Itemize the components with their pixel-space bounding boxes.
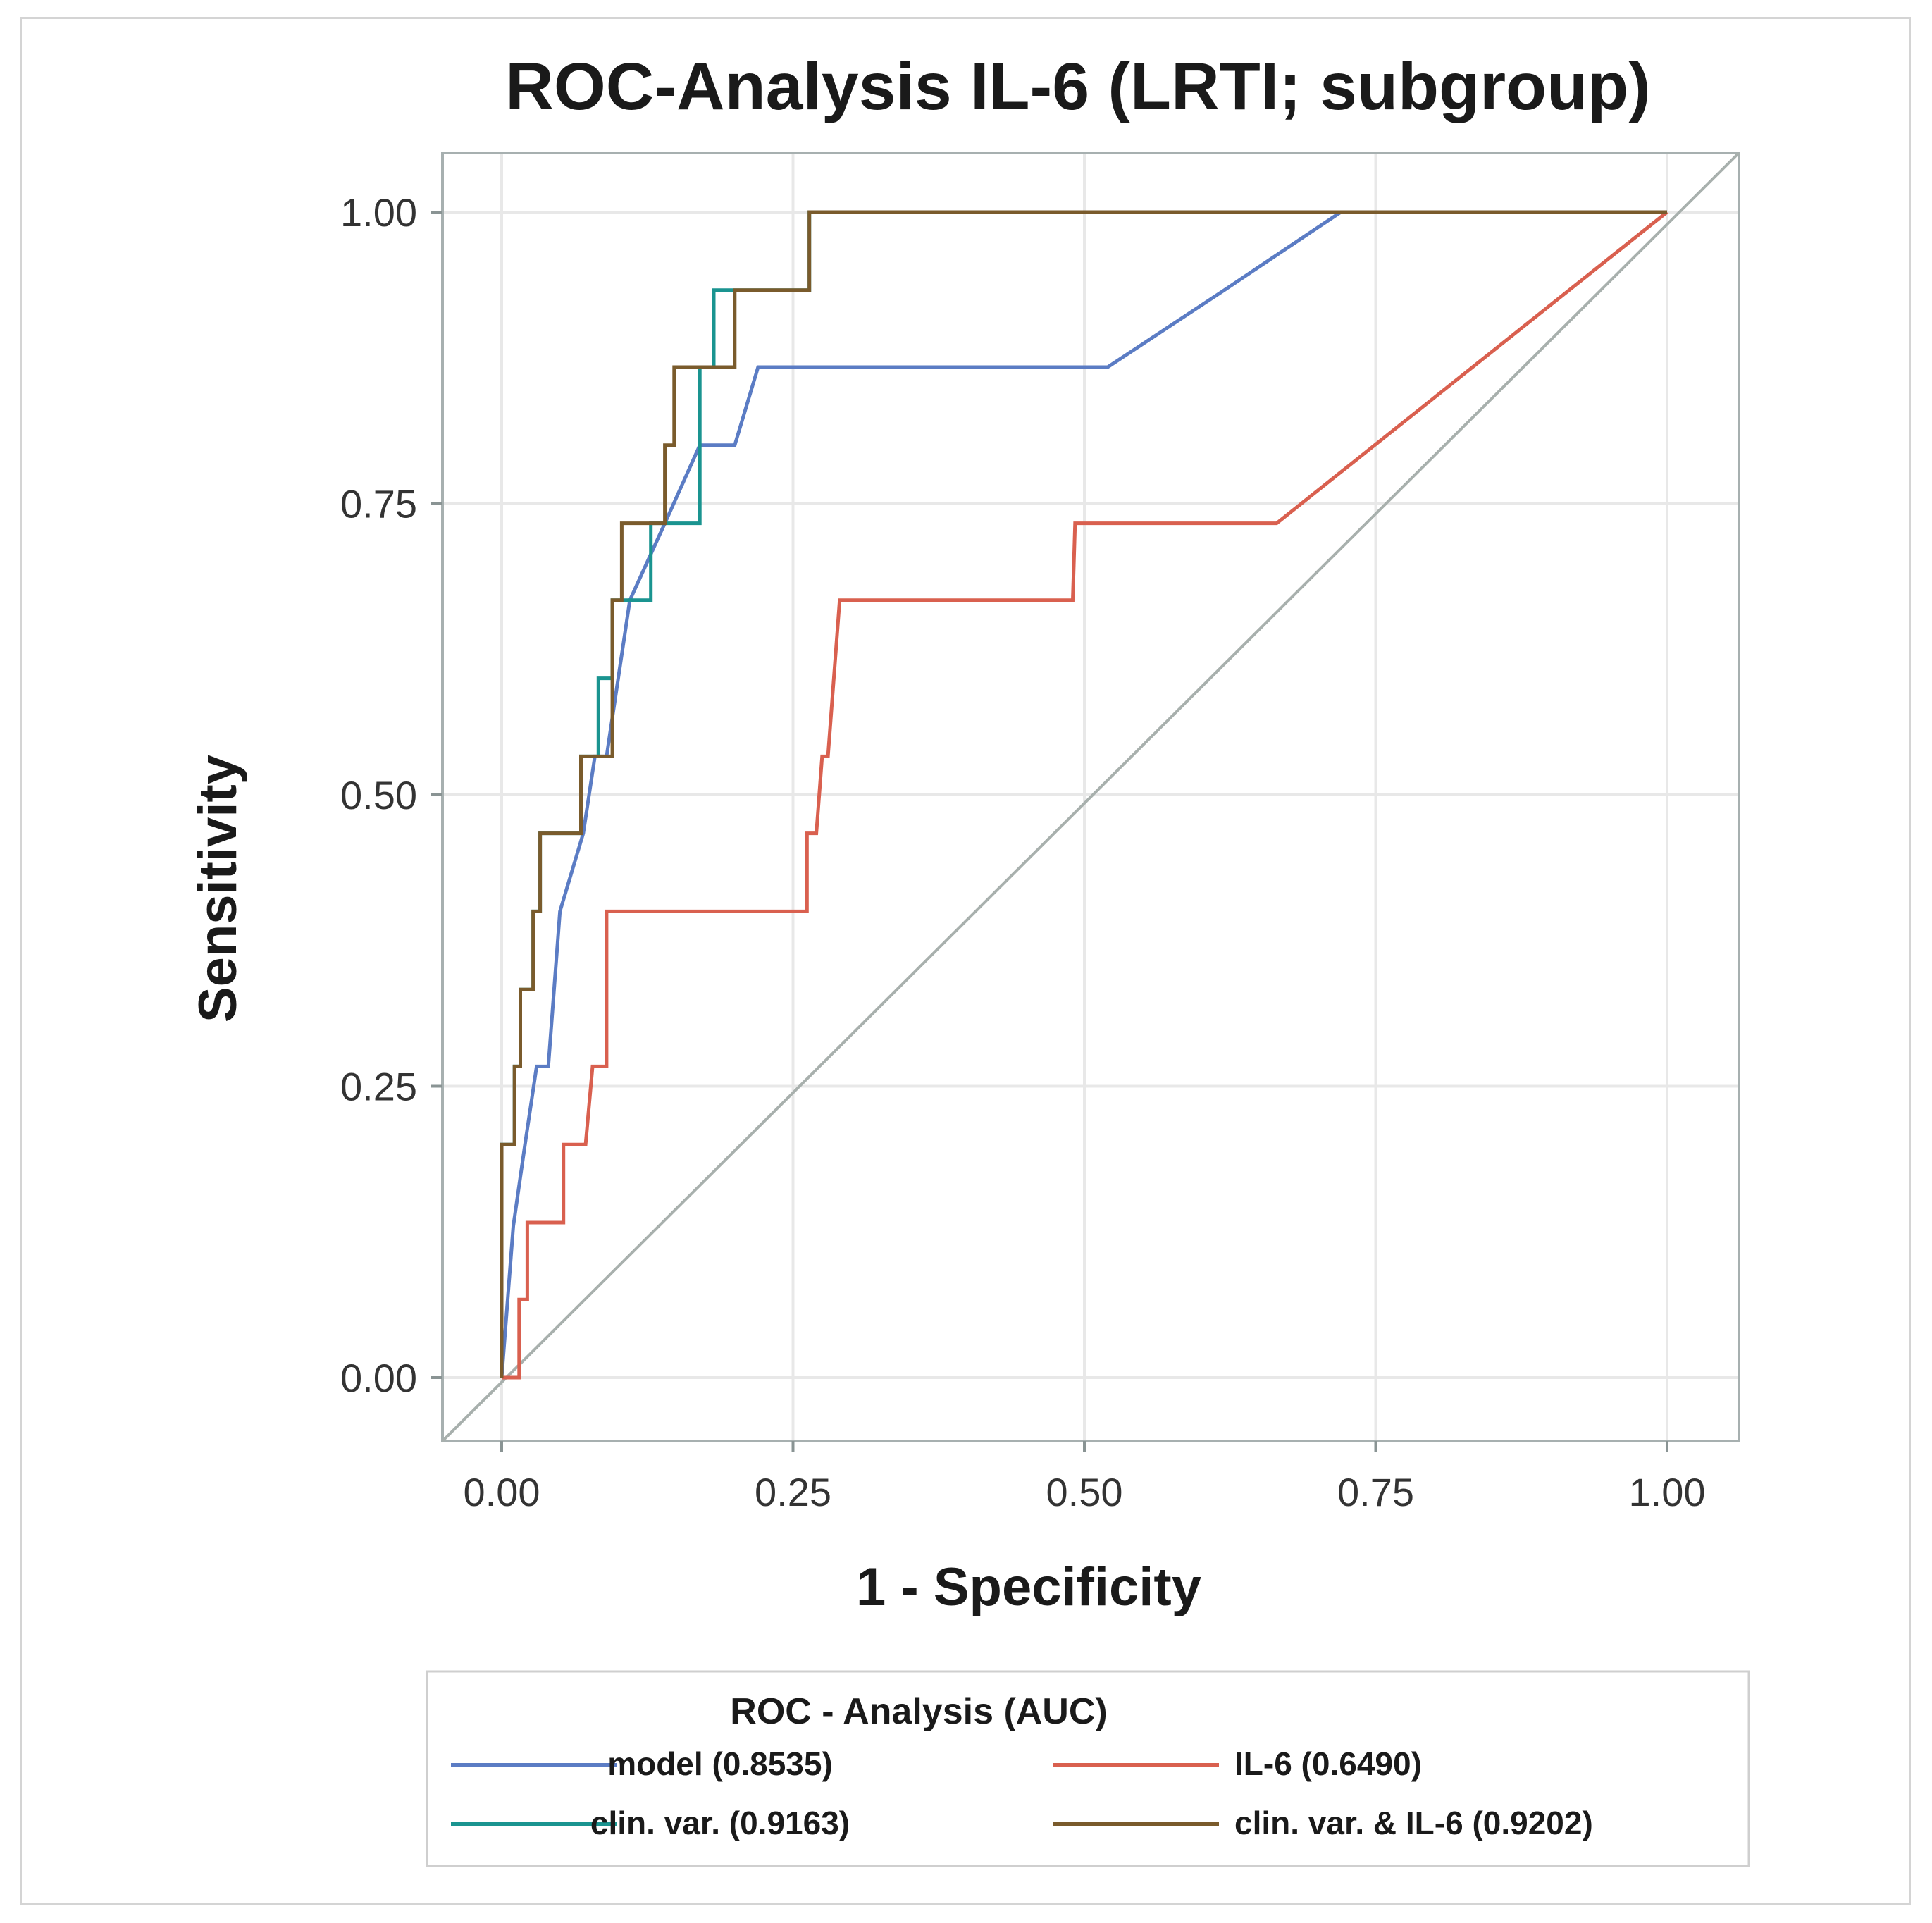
- figure-frame: [20, 17, 1911, 1905]
- legend-label: clin. var. & IL-6 (0.9202): [1234, 1805, 1593, 1841]
- legend-title: ROC - Analysis (AUC): [730, 1691, 1107, 1732]
- y-tick-label: 0.00: [340, 1356, 417, 1400]
- axis-ticks: 0.00 0.25 0.50 0.75 1.00 0.00 0.25 0.50 0.75 1.00: [340, 190, 1706, 1514]
- y-tick-label: 0.25: [340, 1065, 417, 1109]
- legend-label: IL-6 (0.6490): [1234, 1745, 1422, 1782]
- legend-label: model (0.8535): [607, 1745, 833, 1782]
- chart-title: ROC-Analysis IL-6 (LRTI; subgroup): [505, 49, 1651, 124]
- roc-curve-3: [500, 210, 1667, 1378]
- x-tick-label: 0.50: [1046, 1470, 1123, 1514]
- x-axis-label: 1 - Specificity: [856, 1557, 1201, 1617]
- roc-curve-0: [500, 210, 1667, 1378]
- diagonal-reference-line: [441, 152, 1740, 1442]
- legend-items: model (0.8535) IL-6 (0.6490) clin. var. (0…: [451, 1745, 1593, 1841]
- roc-curve-1: [502, 211, 1668, 1380]
- y-tick-label: 0.50: [340, 773, 417, 817]
- reference-diagonal: [441, 152, 1740, 1442]
- y-tick-label: 1.00: [340, 190, 417, 235]
- roc-curves: [500, 210, 1668, 1380]
- x-tick-label: 0.25: [755, 1470, 831, 1514]
- plot-area-border: [441, 152, 1740, 1442]
- y-tick-label: 0.75: [340, 482, 417, 526]
- legend-label: clin. var. (0.9163): [590, 1805, 850, 1841]
- legend: ROC - Analysis (AUC) model (0.8535) IL-6 …: [426, 1670, 1750, 1867]
- y-axis-label: Sensitivity: [188, 755, 248, 1022]
- x-tick-label: 0.75: [1337, 1470, 1414, 1514]
- x-tick-label: 1.00: [1629, 1470, 1706, 1514]
- legend-box: [426, 1670, 1750, 1867]
- x-tick-label: 0.00: [464, 1470, 540, 1514]
